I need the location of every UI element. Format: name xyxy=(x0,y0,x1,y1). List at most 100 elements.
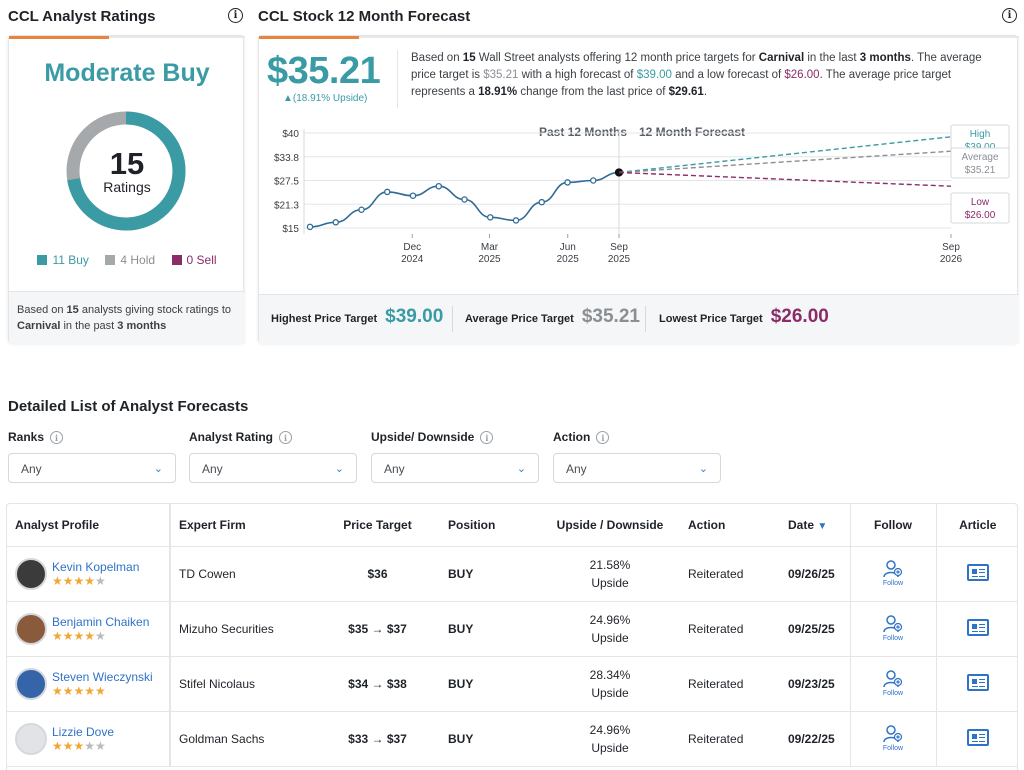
table-row[interactable]: Lizzie Dove ★★★★★ Goldman Sachs $33 → $37 BU… xyxy=(7,711,1017,767)
article-icon xyxy=(966,563,989,581)
info-icon[interactable]: i xyxy=(596,431,610,445)
x-tick-label: Mar xyxy=(481,242,499,253)
chevron-down-icon: ⌄ xyxy=(516,463,526,475)
article-button[interactable] xyxy=(936,601,1017,657)
table-row[interactable]: Kevin Kopelman ★★★★★ TD Cowen $36 BUY 21.58% U… xyxy=(7,546,1017,602)
upside-cell: 28.34% Upside xyxy=(540,656,680,712)
col-follow: Follow xyxy=(850,504,937,547)
filter-label-rating: Analyst Rating i xyxy=(189,430,293,445)
price-target: $35 → $37 xyxy=(315,601,440,657)
ratings-footer: Based on 15 analysts giving stock rating… xyxy=(17,304,232,332)
forecast-label-name: Low xyxy=(971,197,990,208)
table-row[interactable]: Benjamin Chaiken ★★★★★ Mizuho Securities $3… xyxy=(7,601,1017,657)
upside-select[interactable]: Any ⌄ xyxy=(371,453,539,483)
average-price: $35.21 xyxy=(267,50,381,92)
col-analyst-profile: Analyst Profile xyxy=(7,504,171,547)
star-rating: ★★★★★ xyxy=(52,738,106,753)
analyst-name-link[interactable]: Lizzie Dove xyxy=(52,724,115,739)
ranks-select[interactable]: Any ⌄ xyxy=(8,453,176,483)
y-tick-label: $40 xyxy=(282,129,299,140)
position-badge: BUY xyxy=(440,656,540,712)
article-icon xyxy=(966,618,989,636)
ratings-legend: 11 Buy 4 Hold 0 Sell xyxy=(9,252,245,270)
add-user-icon xyxy=(883,725,903,743)
average-target-summary: Average Price Target $35.21 xyxy=(465,306,640,327)
avatar[interactable] xyxy=(15,722,47,755)
col-expert-firm: Expert Firm xyxy=(170,504,315,547)
position-badge: BUY xyxy=(440,711,540,767)
avatar[interactable] xyxy=(15,557,47,590)
add-user-icon xyxy=(883,560,903,578)
follow-button[interactable]: Follow xyxy=(850,711,937,767)
analyst-name-link[interactable]: Kevin Kopelman xyxy=(52,559,140,574)
forecast-card: $35.21 ▲(18.91% Upside) Based on 15 Wall… xyxy=(258,35,1019,344)
col-price-target[interactable]: Price Target xyxy=(315,504,440,547)
date-cell: 09/26/25 xyxy=(780,546,851,602)
forecast-line-average xyxy=(618,150,952,174)
chevron-down-icon: ⌄ xyxy=(153,463,163,475)
highest-target-summary: Highest Price Target $39.00 xyxy=(271,306,444,327)
avatar[interactable] xyxy=(15,612,47,645)
article-button[interactable] xyxy=(936,656,1017,712)
ratings-count: 15 xyxy=(109,146,145,181)
action-select[interactable]: Any ⌄ xyxy=(553,453,721,483)
upside-cell: 24.96% Upside xyxy=(540,601,680,657)
analyst-name-link[interactable]: Benjamin Chaiken xyxy=(52,614,150,629)
x-tick-year: 2025 xyxy=(608,254,631,265)
legend-sell: 0 Sell xyxy=(171,253,217,267)
price-point xyxy=(384,188,391,196)
x-tick-year: 2025 xyxy=(557,254,580,265)
date-cell: 09/25/25 xyxy=(780,601,851,657)
forecast-label-name: High xyxy=(970,129,991,140)
article-button[interactable] xyxy=(936,711,1017,767)
expert-firm: Mizuho Securities xyxy=(170,601,315,657)
info-icon[interactable]: i xyxy=(480,431,494,445)
follow-button[interactable]: Follow xyxy=(850,656,937,712)
price-target: $34 → $38 xyxy=(315,656,440,712)
filter-label-upside: Upside/ Downside i xyxy=(371,430,494,445)
position-badge: BUY xyxy=(440,601,540,657)
price-point xyxy=(589,177,597,184)
col-date[interactable]: Date ▼ xyxy=(780,504,851,547)
price-point xyxy=(435,182,442,190)
follow-button[interactable]: Follow xyxy=(850,546,937,602)
analyst-rating-select[interactable]: Any ⌄ xyxy=(189,453,357,483)
expert-firm: Stifel Nicolaus xyxy=(170,656,315,712)
y-tick-label: $27.5 xyxy=(274,177,299,188)
follow-button[interactable]: Follow xyxy=(850,601,937,657)
price-point xyxy=(486,214,494,221)
info-icon[interactable]: i xyxy=(1002,8,1017,23)
action-cell: Reiterated xyxy=(680,546,780,602)
lowest-target-summary: Lowest Price Target $26.00 xyxy=(659,306,829,327)
price-target: $33 → $37 xyxy=(315,711,440,767)
donut-buy-arc xyxy=(66,111,186,231)
upside-cell: 21.58% Upside xyxy=(540,546,680,602)
col-position[interactable]: Position xyxy=(440,504,540,547)
avatar[interactable] xyxy=(15,667,47,700)
article-icon xyxy=(966,673,989,691)
info-icon[interactable]: i xyxy=(228,8,243,23)
action-cell: Reiterated xyxy=(680,656,780,712)
article-button[interactable] xyxy=(936,546,1017,602)
upside-cell: 24.96% Upside xyxy=(540,711,680,767)
add-user-icon xyxy=(883,615,903,633)
col-upside[interactable]: Upside / Downside xyxy=(540,504,680,547)
chart-header-future: 12 Month Forecast xyxy=(639,125,745,139)
sort-desc-icon[interactable]: ▼ xyxy=(817,520,828,532)
x-tick-label: Jun xyxy=(560,242,576,253)
table-row[interactable]: Steven Wieczynski ★★★★★ Stifel Nicolaus $34… xyxy=(7,656,1017,712)
analyst-profile-cell: Benjamin Chaiken ★★★★★ xyxy=(7,601,171,657)
filter-label-ranks: Ranks i xyxy=(8,430,64,445)
analyst-table: Analyst Profile Expert Firm Price Target… xyxy=(6,503,1018,770)
table-header-row: Analyst Profile Expert Firm Price Target… xyxy=(7,504,1017,547)
info-icon[interactable]: i xyxy=(50,431,64,445)
date-cell: 09/23/25 xyxy=(780,656,851,712)
forecast-description: Based on 15 Wall Street analysts offerin… xyxy=(411,52,982,98)
analyst-name-link[interactable]: Steven Wieczynski xyxy=(52,669,153,684)
col-action[interactable]: Action xyxy=(680,504,780,547)
analyst-profile-cell: Kevin Kopelman ★★★★★ xyxy=(7,546,171,602)
detail-title: Detailed List of Analyst Forecasts xyxy=(8,398,249,415)
x-tick-label: Dec xyxy=(403,242,421,253)
info-icon[interactable]: i xyxy=(279,431,293,445)
forecast-line-low xyxy=(618,171,952,187)
